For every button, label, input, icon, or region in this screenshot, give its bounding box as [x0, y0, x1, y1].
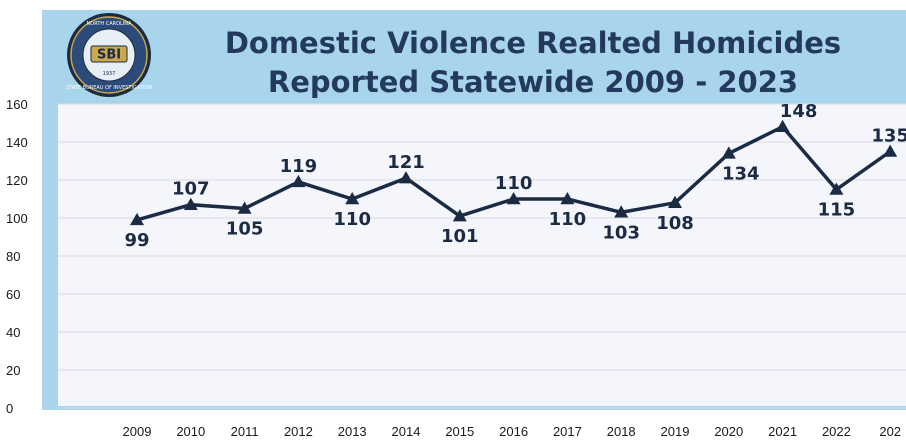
x-tick-label: 2015: [445, 424, 474, 439]
x-tick-label: 2019: [661, 424, 690, 439]
x-tick-label: 2021: [768, 424, 797, 439]
x-tick-label: 2018: [607, 424, 636, 439]
grid-layer: [58, 103, 906, 409]
data-point-marker: [775, 119, 790, 133]
data-label: 110: [333, 209, 371, 230]
y-tick-label: 140: [6, 135, 28, 150]
y-tick-label: 20: [6, 363, 20, 378]
data-point-marker: [237, 201, 252, 214]
data-label: 135: [871, 126, 906, 147]
x-tick-label: 2014: [392, 424, 421, 439]
plot-area: [58, 104, 906, 406]
x-tick-label: 2013: [338, 424, 367, 439]
x-tick-label: 2012: [284, 424, 313, 439]
seal-badge: [90, 45, 128, 63]
x-axis-ticks: 2009 2010 2011 2012 2013 2014 2015 2016 2017 2018…: [123, 424, 902, 439]
data-label: 107: [172, 179, 210, 200]
chart-title-line-2: Reported Statewide 2009 - 2023: [268, 65, 798, 99]
x-tick-label: 2020: [714, 424, 743, 439]
data-point-marker: [130, 212, 144, 226]
data-point-marker: [721, 146, 736, 159]
data-label: 119: [280, 156, 318, 177]
data-label: 121: [387, 152, 425, 173]
data-label: 110: [495, 173, 533, 194]
y-tick-label: 120: [6, 173, 28, 188]
data-label: 105: [226, 219, 264, 240]
data-point-marker: [560, 192, 575, 205]
x-tick-label: 2009: [123, 424, 152, 439]
x-tick-label: 2011: [231, 424, 259, 439]
chart-title-line-1: Domestic Violence Realted Homicides: [225, 26, 841, 60]
y-tick-label: 80: [6, 249, 20, 264]
seal-middle-text: SBI: [97, 48, 121, 63]
data-point-marker: [291, 174, 306, 188]
data-label: 103: [602, 222, 640, 243]
data-label-layer: 99 107 105 119 110 121 101 110 110 103 108 134 148 11…: [124, 101, 906, 251]
data-point-marker: [668, 195, 682, 209]
data-point-marker: [883, 144, 898, 157]
seal-year-text: 1937: [103, 71, 116, 77]
data-label: 99: [124, 230, 149, 251]
y-axis-ticks: 0 20 40 60 80 100 120 140 160: [6, 97, 28, 416]
x-tick-label: 2016: [499, 424, 528, 439]
seal-top-text: NORTH CAROLINA: [87, 21, 133, 27]
x-tick-label: 2017: [553, 424, 582, 439]
series-layer: [130, 119, 898, 226]
data-point-marker: [399, 171, 413, 184]
x-tick-label: 2010: [176, 424, 205, 439]
data-label: 148: [780, 101, 818, 122]
data-label: 110: [549, 209, 587, 230]
y-tick-label: 60: [6, 287, 20, 302]
data-point-marker: [452, 209, 467, 222]
data-point-marker: [183, 197, 198, 210]
x-tick-label: 202: [879, 424, 901, 439]
y-tick-label: 100: [6, 211, 28, 226]
data-label: 115: [818, 200, 856, 221]
data-label: 134: [722, 163, 760, 184]
data-point-marker: [345, 192, 360, 205]
y-tick-label: 160: [6, 97, 28, 112]
sbi-seal-logo: SBI NORTH CAROLINA STATE BUREAU OF INVES…: [66, 13, 152, 97]
x-tick-label: 2022: [822, 424, 851, 439]
seal-bottom-text: STATE BUREAU OF INVESTIGATION: [66, 85, 152, 91]
data-point-marker: [829, 182, 844, 195]
data-label: 108: [656, 213, 694, 234]
data-label: 101: [441, 226, 479, 247]
y-tick-label: 0: [6, 401, 13, 416]
data-point-marker: [614, 205, 629, 218]
data-point-marker: [506, 192, 521, 205]
y-tick-label: 40: [6, 325, 20, 340]
